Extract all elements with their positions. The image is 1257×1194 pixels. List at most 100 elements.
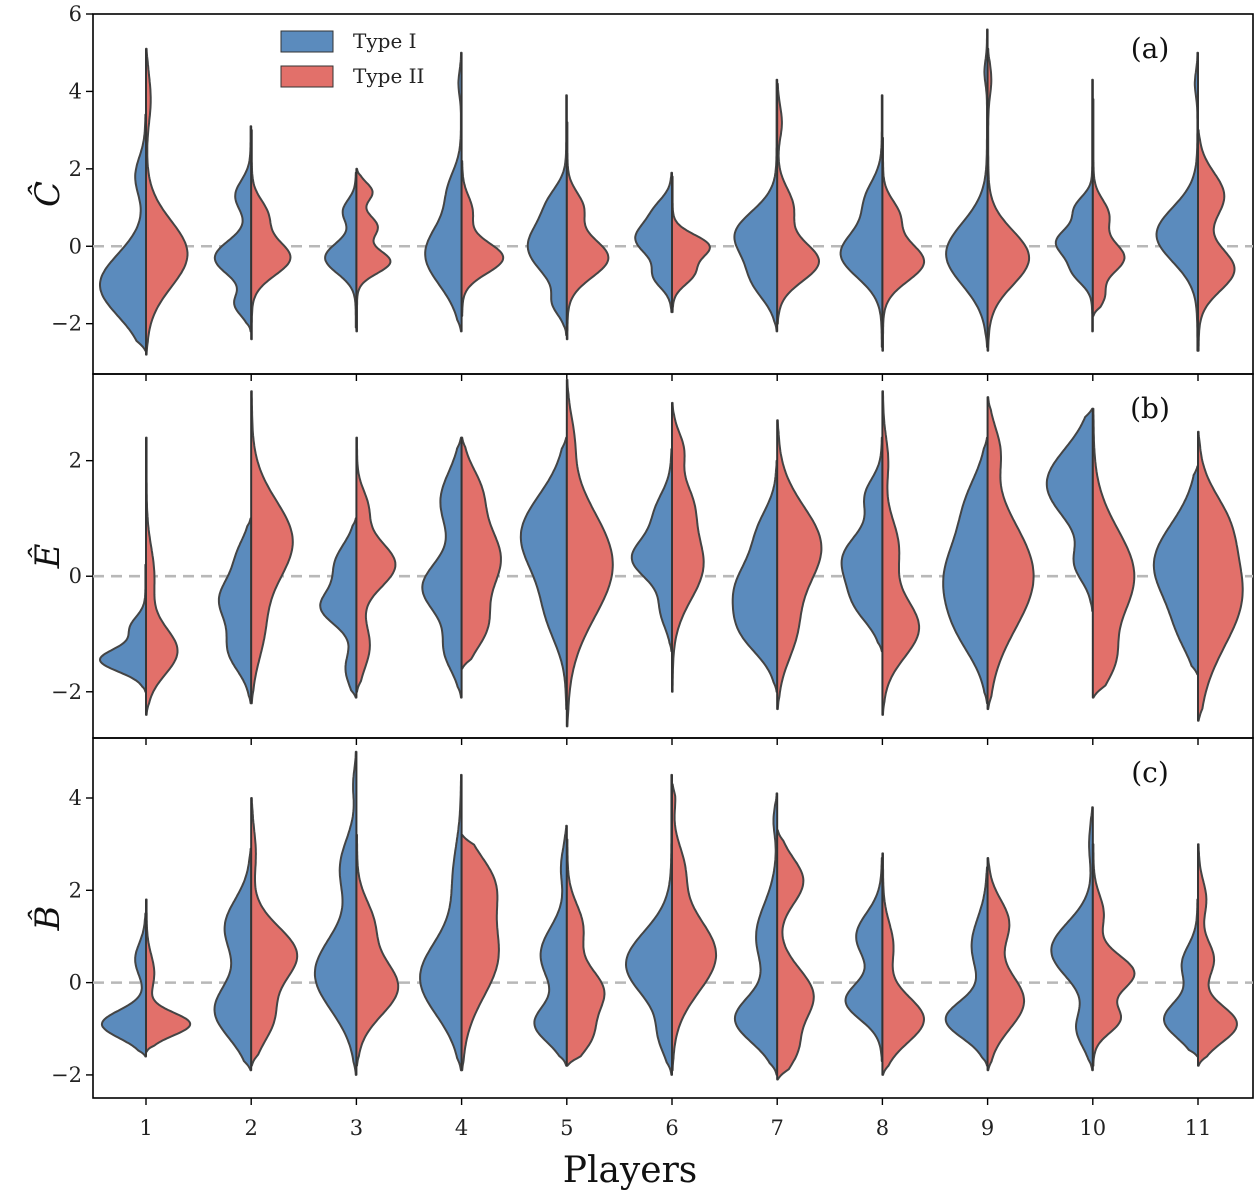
y-axis-label: B̂ <box>27 906 68 932</box>
violin-type-ii-5 <box>565 838 606 1067</box>
x-tick-label-5: 5 <box>560 1116 573 1140</box>
violin-type-i-1 <box>100 912 147 1058</box>
violin-type-i-6 <box>634 171 673 314</box>
violin-type-ii-3 <box>355 833 400 1067</box>
y-tick-label: 2 <box>69 878 82 902</box>
y-tick-label: 0 <box>69 234 82 258</box>
violin-type-i-9 <box>945 28 989 348</box>
violin-type-i-11 <box>1163 898 1199 1058</box>
violin-type-i-8 <box>844 857 884 1063</box>
violin-type-ii-9 <box>986 396 1035 711</box>
y-tick-label: −2 <box>51 1063 82 1087</box>
violin-type-ii-10 <box>1091 843 1136 1067</box>
panel-frame <box>92 737 1254 1099</box>
violin-type-i-5 <box>519 436 568 711</box>
violin-type-i-4 <box>421 436 463 699</box>
x-tick-label-6: 6 <box>665 1116 678 1140</box>
violin-type-i-3 <box>324 171 358 329</box>
violin-type-ii-8 <box>881 390 921 716</box>
violin-type-ii-8 <box>881 136 926 352</box>
legend-swatch-type-i <box>280 30 334 53</box>
legend-label-type-i: Type I <box>353 29 417 53</box>
violin-type-i-5 <box>533 824 568 1067</box>
violin-type-ii-11 <box>1197 430 1244 722</box>
violin-type-ii-7 <box>776 829 815 1081</box>
x-tick-label-2: 2 <box>245 1116 258 1140</box>
panels-group: −2 0 2 4 6 Ĉ (a) −2 0 2 Ê (b) −2 0 2 4 B̂ (c) 1 2 3 4 5 6 7 8 9 10 1… <box>27 2 1254 1140</box>
violin-type-ii-9 <box>986 47 1031 352</box>
violin-type-i-10 <box>1045 407 1094 612</box>
panel-2: −2 0 2 Ê (b) <box>27 373 1254 745</box>
x-tick-label-10: 10 <box>1079 1116 1106 1140</box>
legend: Type I Type II <box>280 29 424 88</box>
y-tick-label: −2 <box>51 680 82 704</box>
violin-type-i-1 <box>99 113 147 352</box>
violin-type-ii-10 <box>1091 98 1126 317</box>
y-tick-label: −2 <box>51 312 82 336</box>
violin-type-ii-8 <box>881 852 925 1076</box>
violin-type-ii-3 <box>355 167 392 333</box>
violin-type-ii-1 <box>145 47 189 356</box>
panel-3: −2 0 2 4 B̂ (c) <box>27 737 1254 1105</box>
violin-type-ii-11 <box>1197 129 1236 352</box>
violin-type-i-11 <box>1155 51 1199 352</box>
y-tick-label: 0 <box>69 564 82 588</box>
violin-type-ii-6 <box>671 175 711 314</box>
violin-type-i-7 <box>733 78 779 333</box>
violin-type-ii-1 <box>145 898 192 1053</box>
panel-tag: (b) <box>1130 392 1170 425</box>
x-axis-label: Players <box>563 1150 698 1191</box>
violin-type-i-8 <box>840 436 884 653</box>
violin-type-i-3 <box>319 517 358 699</box>
violin-type-ii-7 <box>776 419 823 711</box>
violin-type-i-4 <box>419 773 463 1072</box>
violin-type-ii-7 <box>776 82 820 325</box>
violin-type-i-2 <box>217 517 253 705</box>
violin-type-ii-5 <box>565 378 614 728</box>
violin-type-i-5 <box>526 94 568 337</box>
violin-type-i-6 <box>625 773 673 1076</box>
violin-type-ii-3 <box>355 436 397 693</box>
x-tick-label-3: 3 <box>350 1116 363 1140</box>
violin-type-i-2 <box>213 125 253 333</box>
panel-tag: (c) <box>1131 756 1169 789</box>
y-axis-label: Ĉ <box>27 181 68 207</box>
x-tick-label-1: 1 <box>139 1116 152 1140</box>
x-tick-label-4: 4 <box>455 1116 468 1140</box>
violin-type-ii-10 <box>1091 407 1136 699</box>
violin-type-i-9 <box>944 866 989 1067</box>
y-axis-label: Ê <box>27 543 68 569</box>
legend-swatch-type-ii <box>280 65 334 88</box>
legend-label-type-ii: Type II <box>353 64 424 88</box>
violin-type-ii-2 <box>250 797 299 1067</box>
panel-1: −2 0 2 4 6 Ĉ (a) <box>27 2 1254 381</box>
violin-type-i-2 <box>213 847 253 1072</box>
violin-type-ii-2 <box>250 129 292 341</box>
violin-type-ii-4 <box>460 833 500 1072</box>
y-tick-label: 2 <box>69 449 82 473</box>
y-tick-label: 6 <box>69 2 82 26</box>
violin-type-i-10 <box>1050 806 1094 1072</box>
x-tick-label-7: 7 <box>771 1116 784 1140</box>
violin-type-i-7 <box>733 792 779 1076</box>
violin-type-i-3 <box>313 750 358 1076</box>
violin-type-ii-6 <box>671 401 705 693</box>
x-tick-label-9: 9 <box>981 1116 994 1140</box>
violin-type-i-9 <box>942 436 989 705</box>
panel-tag: (a) <box>1131 32 1170 65</box>
violin-type-i-4 <box>424 51 463 333</box>
violin-type-ii-11 <box>1197 843 1238 1067</box>
violin-type-i-8 <box>839 94 884 348</box>
x-tick-label-8: 8 <box>876 1116 889 1140</box>
violin-type-i-7 <box>731 459 779 693</box>
violin-type-i-1 <box>99 563 147 693</box>
violin-type-ii-9 <box>986 857 1026 1072</box>
violin-type-ii-4 <box>460 436 502 670</box>
violin-type-ii-6 <box>671 783 718 1072</box>
violin-type-i-11 <box>1152 465 1199 676</box>
violin-type-i-10 <box>1054 78 1094 333</box>
violin-type-ii-2 <box>250 390 294 705</box>
violin-type-i-6 <box>630 448 673 653</box>
violin-type-ii-5 <box>565 121 610 341</box>
violin-type-ii-4 <box>460 160 505 317</box>
